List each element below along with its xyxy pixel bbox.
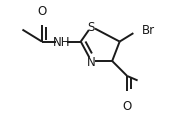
Text: S: S bbox=[88, 21, 95, 34]
Text: Br: Br bbox=[142, 24, 155, 37]
Text: O: O bbox=[122, 99, 132, 112]
Text: N: N bbox=[87, 55, 96, 68]
Text: NH: NH bbox=[52, 36, 70, 49]
Text: O: O bbox=[37, 5, 47, 18]
